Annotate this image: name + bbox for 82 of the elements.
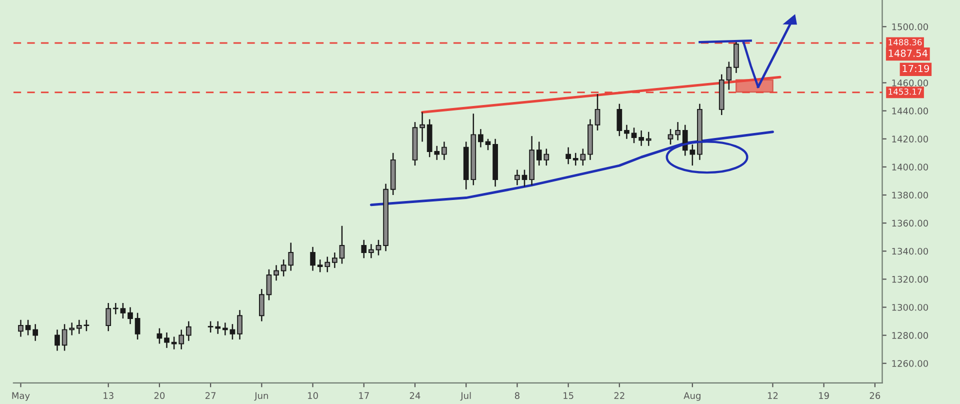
candlestick	[134, 312, 140, 340]
candlestick	[215, 320, 221, 335]
y-tick-label: 1420.00	[892, 136, 928, 142]
y-tick-label: 1360.00	[892, 220, 928, 227]
candlestick	[164, 332, 170, 349]
line-series	[370, 130, 774, 206]
x-tick-label: 15	[564, 392, 574, 400]
candlestick	[668, 128, 674, 146]
text: 1487.54	[888, 50, 928, 57]
x-tick-label: 20	[154, 392, 165, 400]
candlestick	[734, 40, 739, 74]
x-tick-label: 8	[514, 392, 520, 400]
candlestick	[274, 264, 279, 282]
ref-line-label: 1488.36	[888, 39, 922, 46]
text: 17:19	[902, 64, 930, 72]
candlestick	[258, 288, 264, 322]
x-tick-label: Jun	[254, 392, 268, 401]
y-tick-label: 1400.00	[892, 164, 928, 171]
candlestick	[178, 329, 184, 350]
candlestick	[266, 268, 272, 301]
candlestick	[310, 246, 316, 272]
x-tick-label: 19	[819, 392, 829, 400]
candlestick	[361, 239, 367, 259]
candlestick	[631, 127, 637, 144]
candlestick	[332, 252, 338, 269]
candlestick	[84, 319, 90, 332]
y-tick-label: 1260.00	[892, 360, 928, 367]
x-tick-label: 22	[614, 392, 624, 399]
x-tick-label: 10	[308, 392, 318, 400]
candlestick	[522, 169, 528, 188]
candlestick	[208, 320, 214, 334]
candlestick	[442, 141, 447, 161]
candlestick	[237, 309, 242, 340]
candlestick	[616, 103, 622, 137]
candlestick	[128, 306, 133, 325]
y-tick-label: 1500.00	[892, 23, 928, 30]
candlestick	[76, 319, 82, 335]
x-tick-label: 13	[104, 392, 114, 400]
candlestick	[420, 112, 425, 142]
candlestick	[120, 302, 126, 320]
candlestick	[624, 124, 630, 140]
x-tick-label: 26	[870, 392, 880, 400]
candlestick	[69, 322, 75, 336]
x-tick-label: 12	[768, 392, 778, 399]
candlestick	[62, 323, 68, 352]
x-tick-label: 24	[410, 392, 420, 399]
candlestick	[186, 320, 192, 342]
ref-line-label: 1453.17	[888, 88, 922, 95]
candlestick	[646, 131, 652, 147]
x-tick-label: Jul	[460, 392, 471, 401]
x-tick-label: 17	[359, 392, 369, 399]
candlestick	[112, 302, 118, 315]
y-tick-label: 1280.00	[892, 332, 928, 339]
candlestick	[18, 319, 24, 338]
candlestick	[230, 323, 236, 340]
x-tick-label: May	[12, 392, 30, 401]
candlestick	[675, 121, 680, 141]
candlestick	[25, 319, 31, 336]
candlestick	[222, 322, 228, 336]
candlestick	[288, 242, 294, 272]
candlestick	[566, 146, 571, 165]
y-tick-label: 1440.00	[892, 108, 928, 114]
x-tick-label: Aug	[684, 392, 700, 401]
y-tick-label: 1340.00	[892, 248, 928, 255]
candlestick	[368, 243, 374, 259]
candlestick	[54, 329, 60, 352]
candlestick	[106, 302, 112, 332]
candlestick	[339, 225, 345, 264]
candlestick	[156, 328, 162, 344]
candlestick	[280, 258, 286, 277]
candlestick	[485, 138, 491, 151]
y-tick-label: 1380.00	[892, 192, 928, 199]
y-tick-label: 1320.00	[892, 276, 928, 283]
candlestick	[32, 323, 38, 342]
candlestick	[478, 128, 484, 148]
candlestick	[594, 93, 600, 132]
candlestick	[376, 239, 382, 256]
candlestick	[514, 169, 520, 186]
y-tick-label: 1300.00	[892, 304, 928, 311]
x-tick-label: 27	[205, 392, 216, 399]
y-tick-label: 1460.00	[892, 80, 928, 86]
candlestick	[638, 130, 644, 147]
